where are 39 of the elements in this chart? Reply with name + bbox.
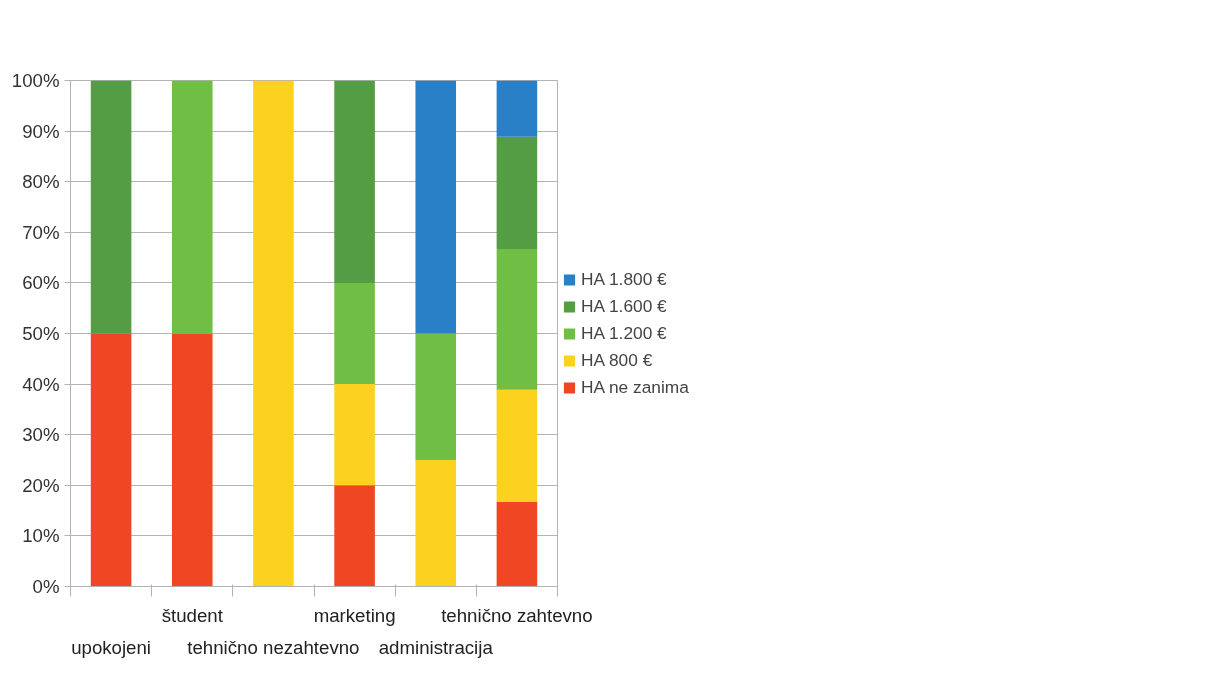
x-tick-label: administracija: [378, 636, 494, 658]
bar: [334, 80, 375, 283]
y-tick-label: 50%: [22, 323, 60, 344]
legend-label: HA 1.800 €: [581, 268, 667, 290]
bar: [496, 389, 538, 502]
y-tick-label: 30%: [22, 424, 60, 446]
bar: [253, 80, 294, 587]
y-tick-label: 40%: [22, 373, 60, 395]
bar: [496, 502, 538, 587]
bar: [415, 333, 457, 460]
bar: [171, 80, 213, 334]
x-tick-label: tehnično nezahtevno: [187, 636, 360, 658]
legend-label: HA 1.600 €: [581, 295, 667, 317]
y-tick-label: 20%: [22, 474, 60, 496]
x-tick-label: tehnično zahtevno: [441, 604, 593, 626]
bar: [334, 384, 375, 486]
x-tick-label: marketing: [313, 604, 396, 626]
legend-label: HA ne zanima: [581, 376, 689, 398]
bar: [334, 485, 375, 587]
y-tick-label: 70%: [22, 221, 60, 243]
y-tick-label: 10%: [22, 525, 60, 547]
x-tick-label: študent: [161, 604, 224, 626]
bar: [496, 249, 538, 390]
y-tick-label: 60%: [22, 272, 60, 294]
bar: [415, 80, 457, 334]
bar: [90, 333, 132, 587]
bar: [496, 136, 538, 249]
bar: [334, 282, 375, 385]
bar: [415, 460, 457, 587]
bar: [496, 80, 538, 137]
legend-label: HA 1.200 €: [581, 322, 667, 344]
y-tick-label: 100%: [11, 70, 60, 91]
x-tick-label: upokojeni: [71, 636, 152, 658]
y-tick-label: 0%: [32, 576, 60, 597]
y-tick-label: 90%: [22, 120, 60, 142]
bar: [90, 80, 132, 334]
legend-label: HA 800 €: [581, 349, 653, 371]
y-tick-label: 80%: [22, 171, 60, 193]
bar: [171, 333, 213, 587]
